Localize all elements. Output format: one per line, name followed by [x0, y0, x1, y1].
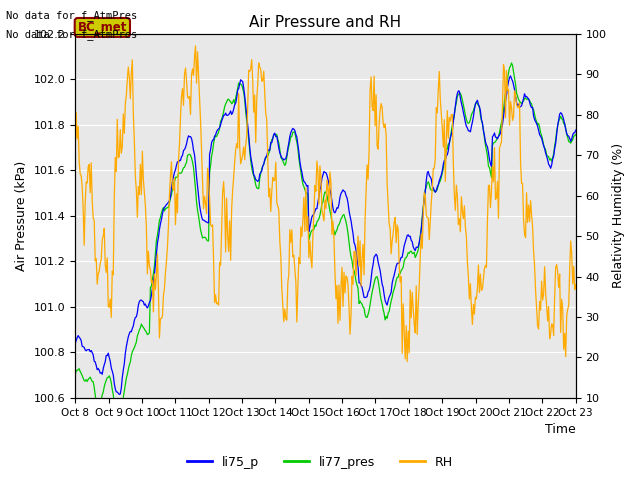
Y-axis label: Air Pressure (kPa): Air Pressure (kPa) — [15, 161, 28, 271]
Text: BC_met: BC_met — [77, 21, 127, 34]
Title: Air Pressure and RH: Air Pressure and RH — [250, 15, 401, 30]
Text: No data for f_AtmPres: No data for f_AtmPres — [6, 10, 138, 21]
Text: No data for f_AtmPres: No data for f_AtmPres — [6, 29, 138, 40]
Legend: li75_p, li77_pres, RH: li75_p, li77_pres, RH — [182, 451, 458, 474]
X-axis label: Time: Time — [545, 423, 576, 436]
Y-axis label: Relativity Humidity (%): Relativity Humidity (%) — [612, 144, 625, 288]
